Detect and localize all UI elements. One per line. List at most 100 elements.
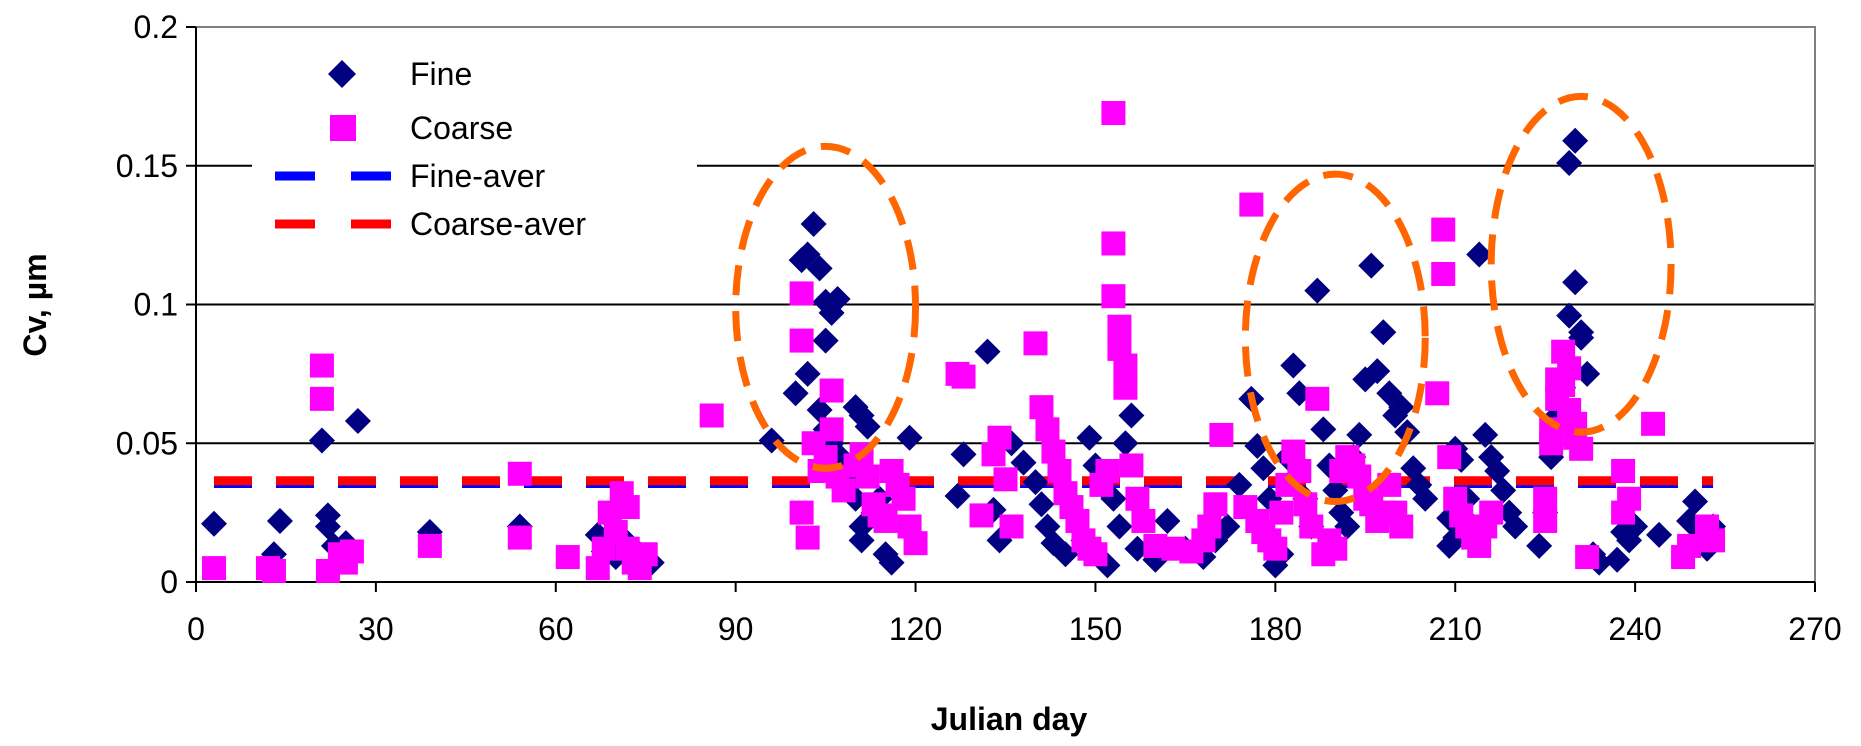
fine-point xyxy=(794,360,821,387)
coarse-point xyxy=(1107,314,1132,339)
fine-point xyxy=(1364,358,1391,385)
coarse-point xyxy=(1101,284,1126,309)
coarse-point xyxy=(201,556,226,581)
coarse-point xyxy=(309,353,334,378)
coarse-point xyxy=(1083,542,1108,567)
fine-point xyxy=(1502,513,1529,540)
fine-point xyxy=(1226,471,1253,498)
coarse-point xyxy=(1197,514,1222,539)
coarse-point xyxy=(1431,261,1456,286)
fine-point xyxy=(800,211,827,238)
coarse-point xyxy=(873,508,898,533)
coarse-point xyxy=(1323,536,1348,561)
coarse-point xyxy=(1239,192,1264,217)
fine-point xyxy=(812,327,839,354)
y-tick-label: 0.1 xyxy=(134,287,178,323)
fine-point xyxy=(1118,402,1145,429)
highlight-ellipse xyxy=(732,142,920,472)
x-tick-label: 90 xyxy=(718,611,754,647)
highlight-ellipse xyxy=(1487,92,1675,436)
coarse-point xyxy=(993,467,1018,492)
coarse-point xyxy=(1209,422,1234,447)
coarse-point xyxy=(987,425,1012,450)
coarse-point xyxy=(1131,508,1156,533)
coarse-point xyxy=(1533,486,1558,511)
coarse-point xyxy=(1113,353,1138,378)
coarse-point xyxy=(507,461,532,486)
fine-point xyxy=(1556,149,1583,176)
fine-point xyxy=(1472,421,1499,448)
coarse-point xyxy=(1557,356,1582,381)
coarse-point xyxy=(507,525,532,550)
coarse-point xyxy=(1611,459,1636,483)
coarse-point xyxy=(1389,514,1414,539)
x-axis-title: Julian day xyxy=(931,701,1088,737)
legend-label: Coarse-aver xyxy=(410,206,586,242)
highlight-ellipse xyxy=(1241,170,1429,506)
coarse-point xyxy=(903,531,928,556)
coarse-point xyxy=(831,478,856,503)
fine-point xyxy=(1112,430,1139,457)
coarse-point xyxy=(1023,331,1048,356)
coarse-point xyxy=(1437,445,1462,470)
fine-point xyxy=(1490,477,1517,504)
coarse-point xyxy=(1575,545,1600,570)
fine-point xyxy=(782,380,809,407)
y-axis-title: Cv, µm xyxy=(17,253,53,356)
fine-point xyxy=(1304,277,1331,304)
fine-point xyxy=(1526,532,1553,559)
fine-point xyxy=(1310,416,1337,443)
legend-label: Fine-aver xyxy=(410,158,546,194)
x-tick-label: 30 xyxy=(358,611,394,647)
fine-point xyxy=(974,338,1001,365)
coarse-point xyxy=(1641,411,1666,436)
x-tick-label: 150 xyxy=(1069,611,1122,647)
coarse-point xyxy=(699,403,724,428)
coarse-point xyxy=(1425,381,1450,406)
x-tick-label: 180 xyxy=(1249,611,1302,647)
coarse-point xyxy=(819,417,844,442)
fine-point xyxy=(1322,477,1349,504)
y-tick-label: 0.15 xyxy=(116,148,178,184)
fine-point xyxy=(1682,488,1709,515)
fine-point xyxy=(1412,485,1439,512)
coarse-point xyxy=(891,486,916,511)
legend-label: Fine xyxy=(410,56,472,92)
coarse-point xyxy=(1293,492,1318,517)
coarse-point xyxy=(1203,492,1228,517)
coarse-point xyxy=(951,364,976,389)
fine-point xyxy=(1106,513,1133,540)
fine-point xyxy=(1154,507,1181,534)
fine-point xyxy=(854,413,881,440)
fine-point xyxy=(1280,352,1307,379)
coarse-point xyxy=(1431,217,1456,242)
fine-point xyxy=(1022,469,1049,496)
coarse-series xyxy=(201,101,1726,583)
fine-point xyxy=(314,513,341,540)
fine-point xyxy=(344,408,371,435)
coarse-point xyxy=(1119,453,1144,478)
fine-point xyxy=(1076,424,1103,451)
fine-point xyxy=(950,441,977,468)
coarse-point xyxy=(1125,486,1150,511)
coarse-point xyxy=(1047,459,1072,483)
fine-point xyxy=(848,527,875,554)
fine-point xyxy=(1388,394,1415,421)
y-tick-label: 0.2 xyxy=(134,9,178,45)
coarse-point xyxy=(789,328,814,353)
fine-point xyxy=(308,427,335,454)
y-tick-label: 0 xyxy=(160,564,178,600)
fine-point xyxy=(1562,127,1589,154)
fine-point xyxy=(1370,319,1397,346)
coarse-point xyxy=(1095,459,1120,483)
coarse-point xyxy=(969,503,994,528)
fine-point xyxy=(266,507,293,534)
coarse-point xyxy=(1617,486,1642,511)
fine-point xyxy=(1646,521,1673,548)
coarse-point xyxy=(1701,528,1726,553)
coarse-point xyxy=(1479,500,1504,525)
coarse-point xyxy=(789,500,814,525)
fine-point xyxy=(806,255,833,282)
fine-point xyxy=(1250,455,1277,482)
